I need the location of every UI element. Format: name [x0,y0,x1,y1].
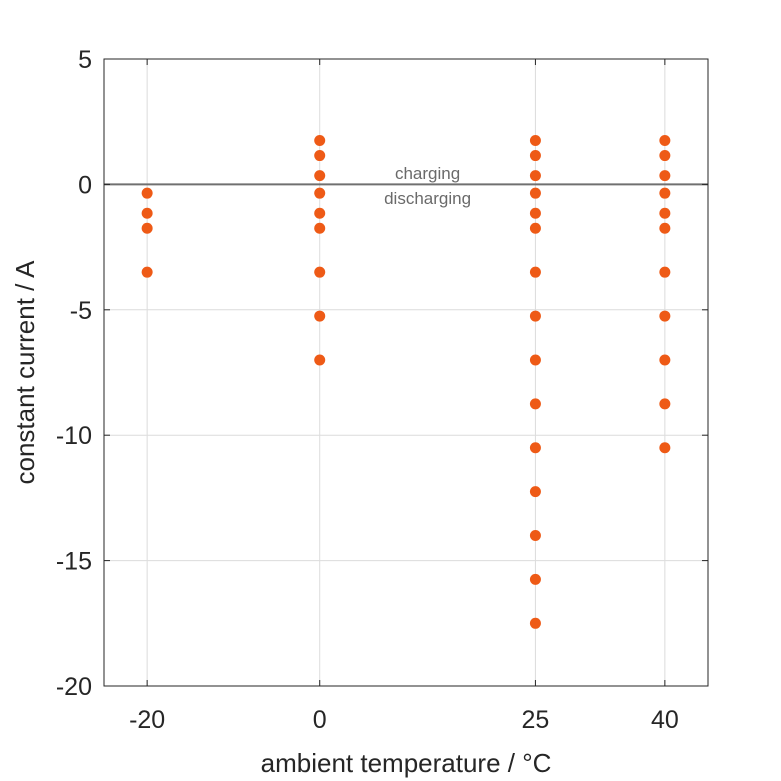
data-point [314,170,326,182]
discharging-label: discharging [384,189,471,208]
data-point [659,354,671,366]
data-point [529,354,541,366]
data-point [314,135,326,147]
data-point [659,222,671,234]
data-point [314,354,326,366]
data-point [659,310,671,322]
data-point [314,310,326,322]
data-point [529,573,541,585]
data-point [659,266,671,278]
y-tick-label: -5 [70,297,92,325]
y-tick-label: 5 [78,46,92,74]
x-tick-label: -20 [129,706,165,734]
x-tick-label: 25 [522,706,550,734]
data-point [529,187,541,199]
data-point [529,530,541,542]
y-tick-label: -10 [56,422,92,450]
data-point [659,135,671,147]
y-tick-labels: 5 0 -5 -10 -15 -20 [56,46,92,701]
data-point [659,187,671,199]
data-point [141,266,153,278]
data-point [659,150,671,162]
data-point [529,486,541,498]
x-tick-labels: -20 0 25 40 [129,706,679,734]
data-point [529,207,541,219]
data-point [141,207,153,219]
data-point [659,398,671,410]
y-axis-title: constant current / A [10,260,40,485]
data-point [659,442,671,454]
data-point [314,222,326,234]
grid-lines [104,59,708,686]
axis-ticks [104,58,708,687]
data-point [314,266,326,278]
y-tick-label: -20 [56,673,92,701]
data-point [314,207,326,219]
data-point [529,266,541,278]
data-point [314,150,326,162]
data-point [314,187,326,199]
data-point [529,170,541,182]
data-point [529,442,541,454]
data-point [659,207,671,219]
data-point [529,222,541,234]
data-point [529,398,541,410]
data-point [529,150,541,162]
plot-frame [103,58,709,687]
data-point [141,187,153,199]
data-point [529,135,541,147]
data-point [529,310,541,322]
x-tick-label: 40 [651,706,679,734]
x-axis-title: ambient temperature / °C [261,748,552,778]
data-point [141,222,153,234]
data-point [529,617,541,629]
data-points [141,135,671,629]
charging-label: charging [395,164,460,183]
y-tick-label: 0 [78,171,92,199]
y-tick-label: -15 [56,548,92,576]
data-point [659,170,671,182]
x-tick-label: 0 [313,706,327,734]
annotations: charging discharging [384,164,471,208]
